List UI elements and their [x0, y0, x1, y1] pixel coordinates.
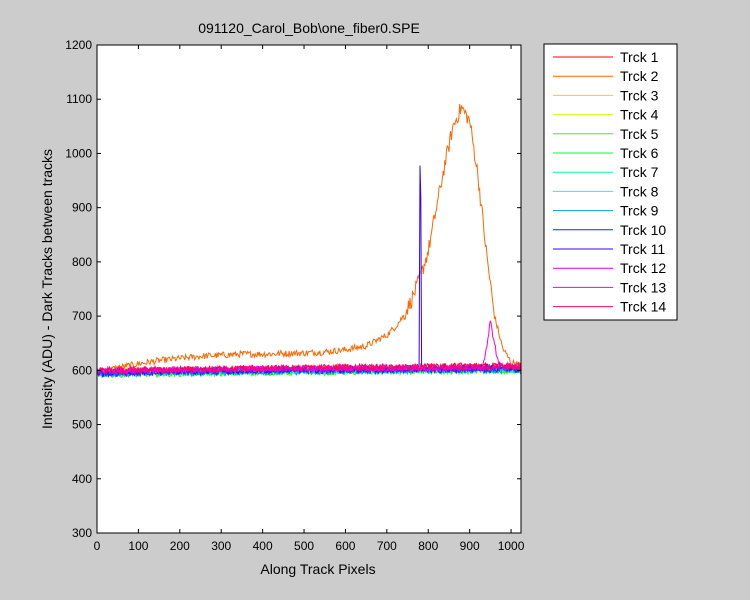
- y-tick-label: 500: [72, 418, 92, 432]
- y-tick-label: 600: [72, 363, 92, 377]
- legend-label: Trck 1: [620, 49, 659, 65]
- x-axis-label: Along Track Pixels: [260, 561, 375, 577]
- series-layer: [96, 103, 522, 379]
- x-tick-label: 500: [294, 539, 314, 553]
- x-tick-label: 600: [335, 539, 355, 553]
- legend-label: Trck 4: [620, 107, 659, 123]
- legend-label: Trck 14: [620, 299, 666, 315]
- legend-label: Trck 12: [620, 260, 666, 276]
- legend-label: Trck 3: [620, 87, 659, 103]
- axes-frame: [96, 44, 522, 534]
- y-tick-label: 700: [72, 309, 92, 323]
- x-tick-label: 300: [211, 539, 231, 553]
- y-tick-label: 300: [72, 526, 92, 540]
- y-axis-label: Intensity (ADU) - Dark Tracks between tr…: [39, 149, 55, 429]
- x-tick-label: 100: [128, 539, 148, 553]
- y-tick-label: 400: [72, 472, 92, 486]
- legend: Trck 1 Trck 2 Trck 3 Trck 4 Trck 5 Trck 6 Trck…: [543, 43, 678, 321]
- legend-label: Trck 2: [620, 68, 659, 84]
- legend-label: Trck 13: [620, 279, 666, 295]
- legend-label: Trck 8: [620, 183, 659, 199]
- x-tick-label: 1000: [498, 539, 525, 553]
- y-tick-label: 1000: [65, 146, 92, 160]
- series-line-trck-14: [96, 361, 522, 375]
- y-tick-label: 800: [72, 255, 92, 269]
- x-tick-label: 900: [460, 539, 480, 553]
- legend-label: Trck 10: [620, 222, 666, 238]
- chart-title: 091120_Carol_Bob\one_fiber0.SPE: [198, 20, 420, 36]
- legend-items: Trck 1 Trck 2 Trck 3 Trck 4 Trck 5 Trck 6 Trck…: [553, 49, 666, 315]
- legend-label: Trck 11: [620, 241, 665, 257]
- legend-label: Trck 5: [620, 126, 659, 142]
- x-tick-label: 200: [170, 539, 190, 553]
- axes-background: [97, 45, 521, 533]
- x-tick-label: 0: [94, 539, 101, 553]
- x-tick-label: 700: [377, 539, 397, 553]
- x-tick-label: 400: [253, 539, 273, 553]
- legend-label: Trck 6: [620, 145, 659, 161]
- legend-box: [543, 43, 678, 321]
- y-tick-label: 1200: [65, 38, 92, 52]
- y-tick-label: 1100: [66, 92, 92, 106]
- ticks-layer: 0 100 200 300 400 500 600 700 800 900 1000 300 400 50…: [65, 38, 524, 553]
- y-tick-label: 900: [72, 201, 92, 215]
- legend-label: Trck 7: [620, 164, 659, 180]
- series-line-trck-2: [96, 103, 522, 376]
- x-tick-label: 800: [418, 539, 438, 553]
- legend-label: Trck 9: [620, 203, 659, 219]
